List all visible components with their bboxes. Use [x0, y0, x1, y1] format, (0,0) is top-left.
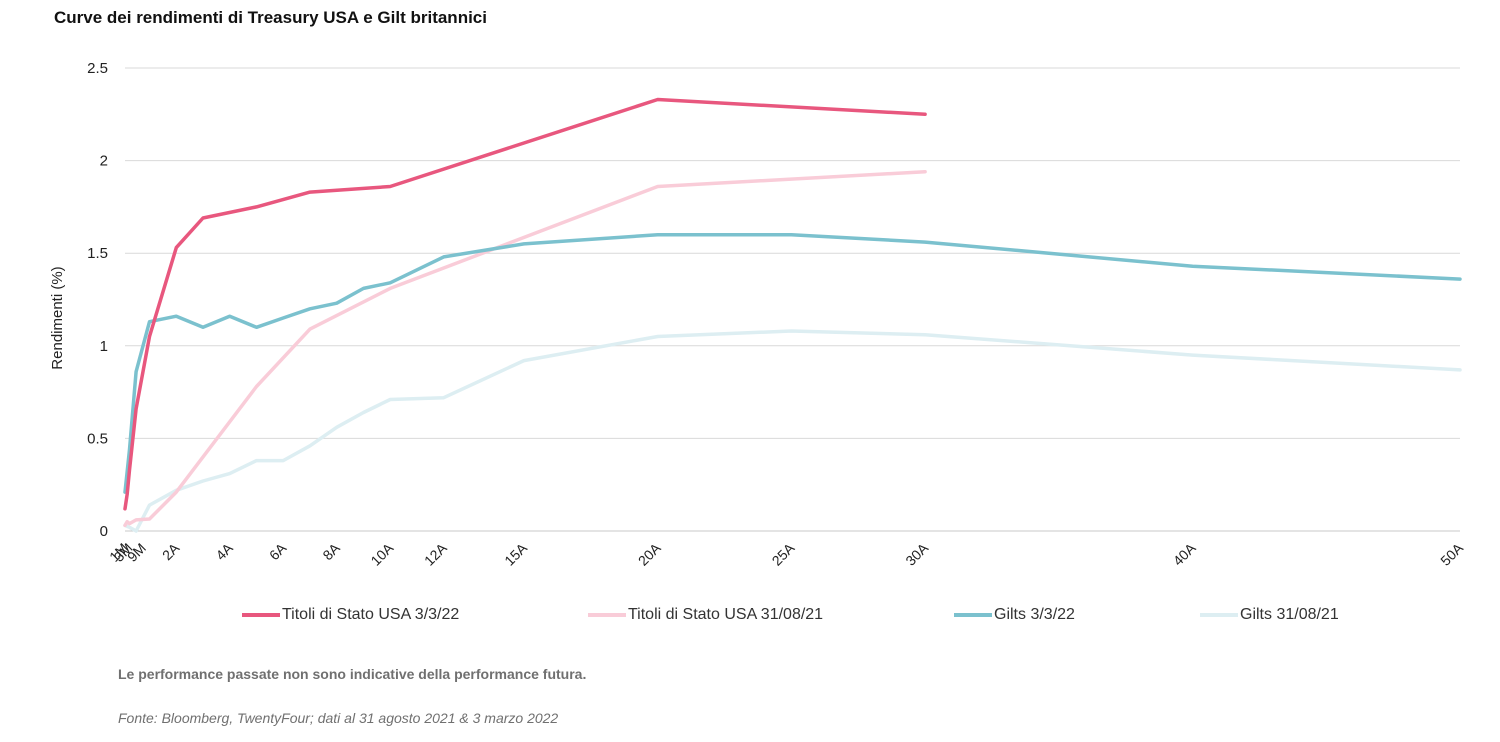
x-tick-label: 15A	[501, 539, 530, 568]
x-tick-label: 4A	[212, 539, 236, 563]
legend-item-3: Gilts 3/3/22	[954, 606, 1075, 624]
disclaimer-note: Le performance passate non sono indicati…	[118, 666, 587, 682]
y-tick-label: 2.5	[87, 60, 108, 77]
x-tick-label: 12A	[421, 539, 450, 568]
chart-legend: Titoli di Stato USA 3/3/22 Titoli di Stat…	[0, 606, 1500, 634]
legend-label: Gilts 3/3/22	[994, 606, 1075, 623]
x-tick-label: 40A	[1170, 539, 1199, 568]
x-tick-label: 25A	[769, 539, 798, 568]
series-line-1	[123, 97, 927, 511]
source-note: Fonte: Bloomberg, TwentyFour; dati al 31…	[118, 710, 559, 726]
legend-swatch	[954, 613, 992, 617]
legend-label: Titoli di Stato USA 31/08/21	[628, 606, 824, 623]
legend-item-2: Titoli di Stato USA 31/08/21	[588, 606, 823, 624]
legend-label: Titoli di Stato USA 3/3/22	[282, 606, 460, 623]
x-tick-label: 2A	[159, 539, 183, 563]
y-axis-label: Rendimenti (%)	[49, 266, 66, 369]
legend-swatch	[1200, 613, 1238, 617]
legend-item-4: Gilts 31/08/21	[1200, 606, 1339, 624]
x-tick-label: 8A	[319, 539, 343, 563]
legend-item-1: Titoli di Stato USA 3/3/22	[242, 606, 459, 624]
x-tick-label: 30A	[902, 539, 931, 568]
y-tick-label: 0	[100, 523, 108, 540]
legend-swatch	[588, 613, 626, 617]
y-tick-label: 2	[100, 153, 108, 170]
x-tick-label: 20A	[635, 539, 664, 568]
legend-swatch	[242, 613, 280, 617]
series-lines	[123, 97, 1462, 533]
x-tick-label: 10A	[367, 539, 396, 568]
series-line-2	[123, 169, 927, 528]
y-tick-label: 0.5	[87, 430, 108, 447]
legend-label: Gilts 31/08/21	[1240, 606, 1339, 623]
gridlines	[125, 67, 1460, 532]
x-tick-label: 50A	[1437, 539, 1466, 568]
y-tick-label: 1.5	[87, 245, 108, 262]
y-tick-label: 1	[100, 338, 108, 355]
series-line-4	[123, 329, 1462, 533]
chart-title: Curve dei rendimenti di Treasury USA e G…	[54, 8, 487, 27]
x-tick-label: 6A	[266, 539, 290, 563]
series-line-3	[123, 232, 1462, 494]
y-axis-ticks: 0 0.5 1 1.5 2 2.5	[87, 60, 108, 540]
